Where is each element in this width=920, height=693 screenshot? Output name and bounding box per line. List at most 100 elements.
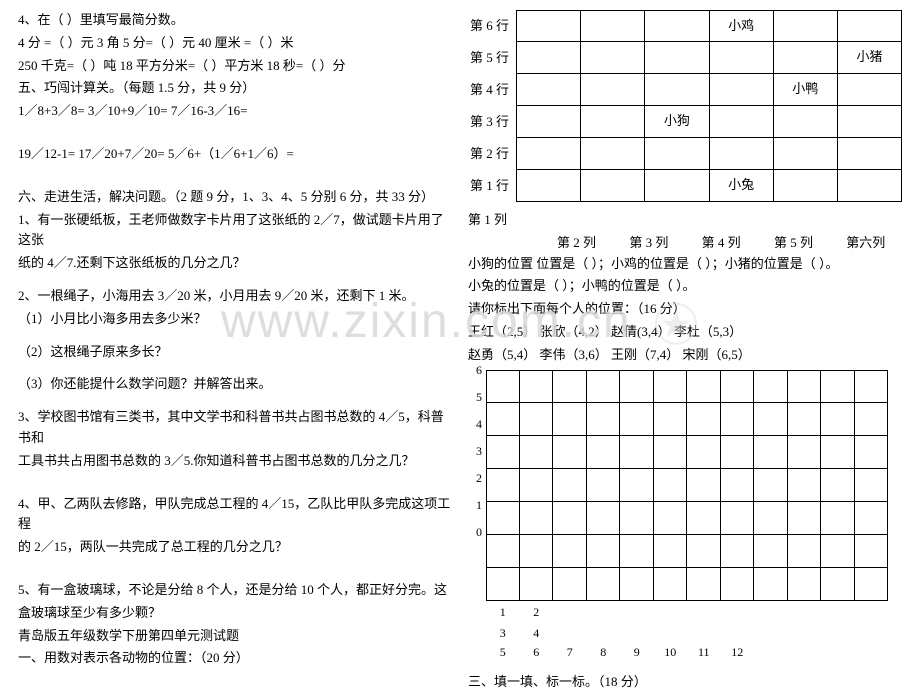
coord-cell [654,502,688,535]
coord-cell [754,469,788,502]
animal-cell [645,42,709,74]
coord-cell [788,502,822,535]
coord-cell [620,502,654,535]
sec6-title: 六、走进生活，解决问题。（2 题 9 分，1、3、4、5 分别 6 分，共 33… [18,187,452,208]
animal-cell [774,170,838,202]
x-label: 8 [587,643,621,662]
coord-cell [520,436,554,469]
coord-cell [587,568,621,601]
names-line2: 赵勇（5,4） 李伟（3,6） 王刚（7,4） 宋刚（6,5） [468,345,902,366]
coord-cell [721,535,755,568]
animal-cell: 小猪 [838,42,902,74]
col-label: 第 4 列 [685,233,757,254]
animal-cell [516,138,581,170]
col-label: 第 5 列 [757,233,829,254]
animal-cell: 小鸭 [774,74,838,106]
y-label: 0 [468,526,482,559]
coord-cell [587,370,621,403]
row-label: 第 5 行 [468,42,516,74]
row-label: 第 4 行 [468,74,516,106]
coord-cell [486,469,520,502]
animal-grid-row: 第 3 行小狗 [468,106,902,138]
coord-cell [855,370,889,403]
sec1-title: 一、用数对表示各动物的位置：（20 分） [18,648,452,669]
x-label: 11 [687,643,721,662]
animal-cell [774,106,838,138]
animal-cell [710,74,774,106]
coord-cell [620,469,654,502]
coord-cell [855,403,889,436]
x-labels-row3: 56789101112 [486,643,902,662]
x-label: 7 [553,643,587,662]
sec6-q4a: 4、甲、乙两队去修路，甲队完成总工程的 4／15，乙队比甲队多完成这项工程 [18,494,452,536]
coord-cell [821,568,855,601]
coord-cell [721,568,755,601]
coord-cell [520,535,554,568]
col-first-label: 第 1 列 [468,210,902,231]
left-column: 4、在（ ）里填写最简分数。 4 分 =（ ）元 3 角 5 分=（ ）元 40… [18,10,460,641]
coord-cell [687,436,721,469]
animal-cell [581,138,645,170]
coord-cell [687,403,721,436]
coord-cell [587,469,621,502]
sec5-title: 五、巧闯计算关。（每题 1.5 分，共 9 分） [18,78,452,99]
col-label: 第 3 列 [613,233,685,254]
animal-cell [710,138,774,170]
coord-cell [788,370,822,403]
coord-cell [754,568,788,601]
coord-cell [721,502,755,535]
coord-cell [855,469,889,502]
coord-cell [754,535,788,568]
coord-cell [721,469,755,502]
row-label: 第 2 行 [468,138,516,170]
animal-cell [581,170,645,202]
animal-cell [838,106,902,138]
coord-cell [520,469,554,502]
col-label: 第 2 列 [540,233,612,254]
coord-cell [520,568,554,601]
coord-grid: 6543210 [468,370,902,601]
sec6-q2-1: （1）小月比小海多用去多少米？ [18,309,452,330]
coord-cell [587,436,621,469]
coord-cell [587,535,621,568]
sec6-q1b: 纸的 4／7.还剩下这张纸板的几分之几？ [18,253,452,274]
coord-cell [788,403,822,436]
unit-header: 青岛版五年级数学下册第四单元测试题 [18,626,452,647]
page: 4、在（ ）里填写最简分数。 4 分 =（ ）元 3 角 5 分=（ ）元 40… [0,0,920,651]
animal-cell [581,74,645,106]
sec5-line2: 19／12-1= 17／20+7／20= 5／6+（1／6+1／6）= [18,144,452,165]
x-labels-row1: 12 [486,603,902,622]
coord-cell [486,370,520,403]
animal-cell [516,74,581,106]
coord-cell [620,403,654,436]
coord-cell [788,436,822,469]
animal-cell [516,10,581,42]
coord-cell [821,436,855,469]
x-labels-row2: 34 [486,624,902,643]
coord-cell [788,568,822,601]
animal-cell [516,106,581,138]
animal-cell [774,10,838,42]
coord-cell [754,502,788,535]
animal-cell [774,138,838,170]
animal-grid-row: 第 5 行 小猪 [468,42,902,74]
animal-grid-row: 第 4 行 小鸭 [468,74,902,106]
sec6-q3a: 3、学校图书馆有三类书，其中文学书和科普书共占图书总数的 4／5，科普书和 [18,407,452,449]
coord-cell [486,568,520,601]
animal-cell [838,10,902,42]
animal-cell [710,42,774,74]
animal-cell [645,10,709,42]
task-line: 请你标出下面每个人的位置：（16 分） [468,299,902,320]
coord-cell [553,436,587,469]
coord-cell [821,535,855,568]
animal-cell [838,138,902,170]
coord-cell [654,436,688,469]
coord-cell [687,370,721,403]
sec6-q2-2: （2）这根绳子原来多长？ [18,342,452,363]
coord-cell [553,568,587,601]
sec6-q2-3: （3）你还能提什么数学问题？并解答出来。 [18,374,452,395]
coord-cell [486,502,520,535]
coord-cell [821,469,855,502]
coord-cell [520,403,554,436]
coord-cell [687,469,721,502]
